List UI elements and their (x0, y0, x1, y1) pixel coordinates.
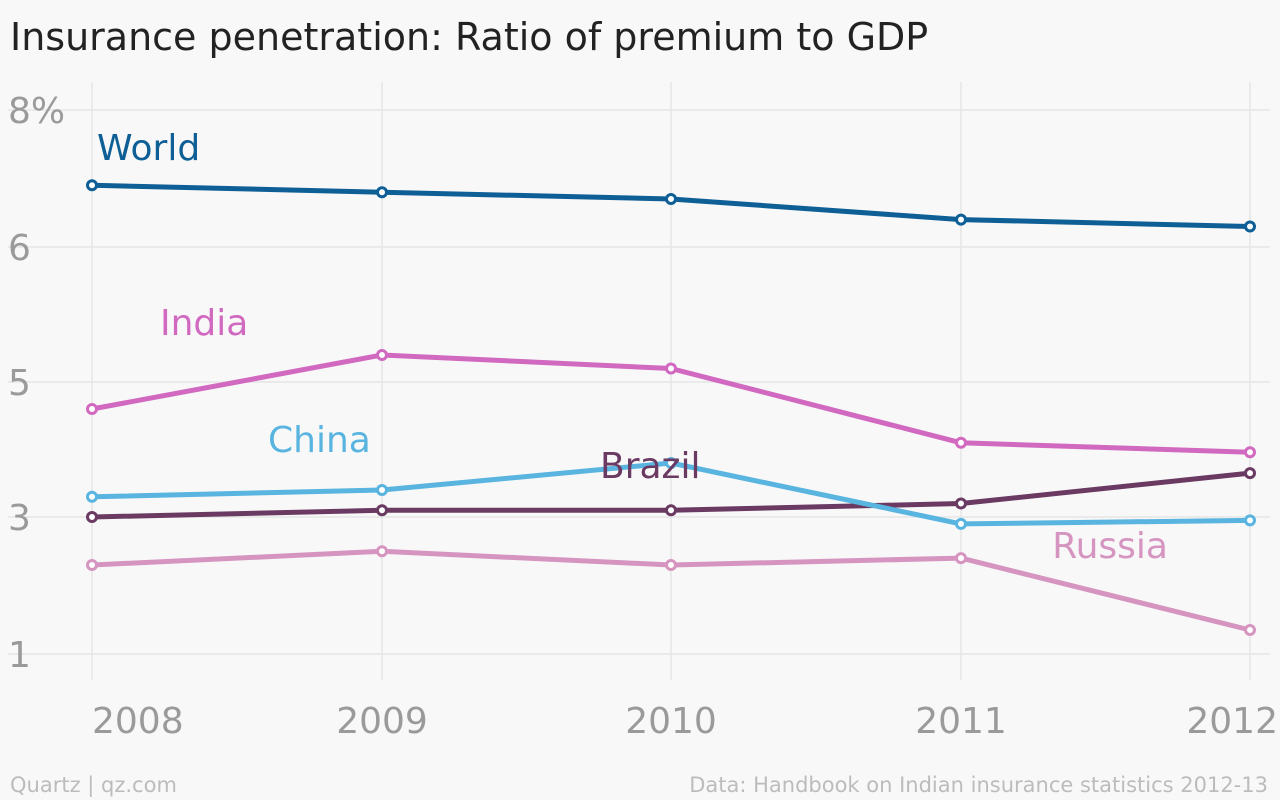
data-point-india (376, 349, 388, 361)
x-tick-label: 2011 (915, 701, 1007, 742)
y-tick-label: 1 (8, 635, 31, 676)
data-point-russia (86, 559, 98, 571)
data-point-china (376, 484, 388, 496)
series-brazil (86, 467, 1256, 523)
data-point-india (1244, 446, 1256, 459)
data-point-india (955, 436, 967, 449)
y-tick-label: 3 (8, 498, 31, 539)
chart-title: Insurance penetration: Ratio of premium … (10, 15, 928, 59)
data-point-russia (955, 552, 967, 565)
series-label-china: China (268, 420, 371, 461)
data-point-china (86, 490, 98, 503)
data-point-world (955, 213, 967, 226)
grid-layer (8, 82, 1270, 680)
series-label-russia: Russia (1052, 526, 1168, 567)
series-china (86, 457, 1256, 530)
data-point-world (1244, 220, 1256, 233)
data-point-world (86, 179, 98, 192)
data-point-india (86, 403, 98, 415)
data-point-russia (665, 559, 677, 571)
data-point-india (665, 362, 677, 375)
series-label-world: World (97, 128, 200, 169)
data-point-china (1244, 514, 1256, 527)
data-point-russia (1244, 624, 1256, 636)
data-point-brazil (955, 497, 967, 510)
series-world (86, 179, 1256, 233)
y-axis-ticks: 8% 6 5 3 1 (8, 91, 65, 676)
data-point-china (665, 457, 677, 469)
data-source-note: Data: Handbook on Indian insurance stati… (689, 773, 1268, 797)
series-label-brazil: Brazil (600, 446, 700, 487)
x-tick-label: 2008 (92, 701, 184, 742)
series-label-india: India (160, 303, 248, 344)
series-layer (86, 179, 1256, 636)
x-axis-ticks: 2008 2009 2010 2011 2012 (92, 701, 1278, 742)
data-point-brazil (86, 511, 98, 523)
source-credit: Quartz | qz.com (10, 773, 177, 798)
series-russia (86, 545, 1256, 636)
data-point-world (376, 186, 388, 199)
data-point-brazil (376, 504, 388, 517)
y-tick-label: 6 (8, 228, 31, 269)
data-point-russia (376, 545, 388, 558)
data-point-world (665, 193, 677, 205)
series-labels: World India China Brazil Russia (97, 128, 1168, 567)
y-tick-label: 5 (8, 363, 31, 404)
data-point-brazil (1244, 467, 1256, 480)
y-tick-label: 8% (8, 91, 65, 132)
x-tick-label: 2010 (625, 701, 717, 742)
data-point-china (955, 517, 967, 530)
series-india (86, 349, 1256, 459)
data-point-brazil (665, 504, 677, 517)
x-tick-label: 2009 (336, 701, 428, 742)
x-tick-label: 2012 (1186, 701, 1278, 742)
